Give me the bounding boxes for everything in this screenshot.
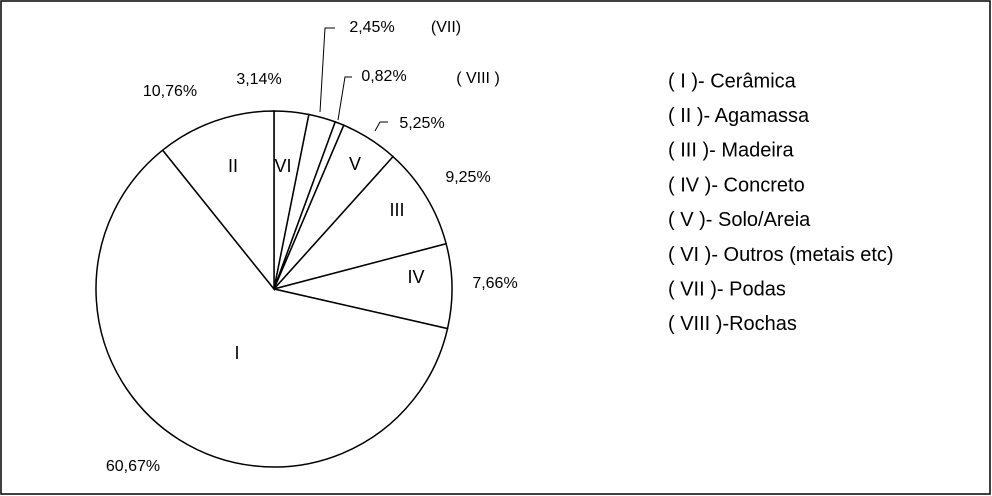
slice-label: VI [274,156,291,176]
pie-slice [271,155,448,291]
slice-label: V [349,154,361,174]
slice-label: (VII) [431,19,461,36]
leader-line [319,27,335,113]
value-label: 0,82% [361,68,406,85]
value-label: 3,14% [236,71,281,88]
legend-entry: ( VI )- Outros (metais etc) [668,244,894,266]
value-label: 9,25% [445,169,490,186]
legend-entry: ( V )- Solo/Areia [668,209,811,231]
slice-label: IV [407,267,424,287]
value-label: 5,25% [399,115,444,132]
legend-entry: ( III )- Madeira [668,140,794,162]
legend-entry: ( II )- Agamassa [668,105,810,127]
legend-entry: ( I )- Cerâmica [668,70,797,92]
value-label: 7,66% [472,275,517,292]
pie-slice [161,110,275,292]
leader-line [374,121,388,132]
value-label: 2,45% [349,19,394,36]
value-label: 10,76% [143,83,197,100]
slice-label: III [389,200,404,220]
slice-label: I [234,343,239,363]
pie-slice [95,149,449,468]
legend-entry: ( VIII )-Rochas [668,313,797,335]
slice-label: II [228,156,238,176]
legend-entry: ( IV )- Concreto [668,174,805,196]
legend-entry: ( VII )- Podas [668,278,786,300]
slice-label: ( VIII ) [456,70,500,87]
value-label: 60,67% [106,458,160,475]
leader-line [337,76,352,121]
